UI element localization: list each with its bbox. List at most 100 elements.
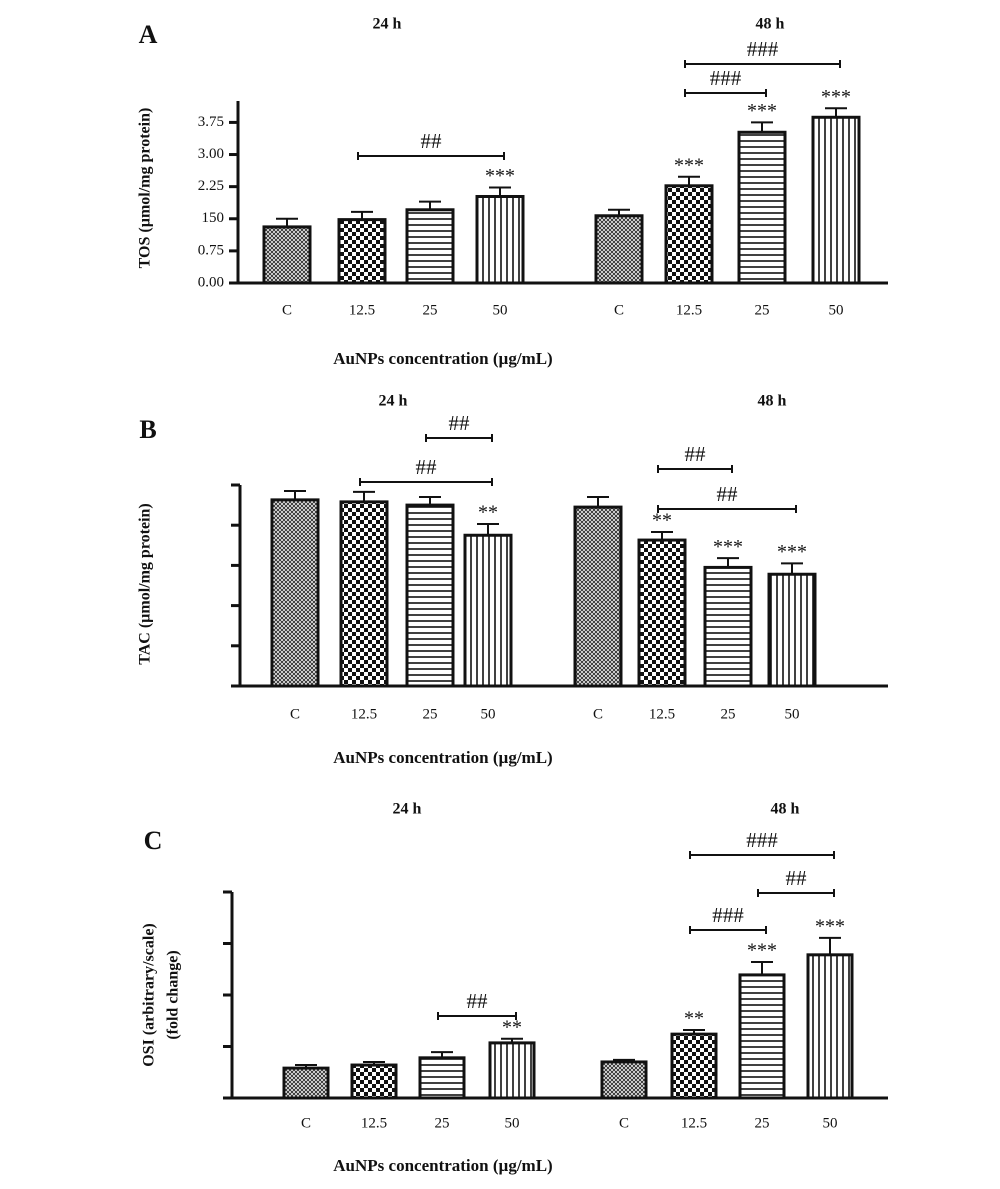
bar [475, 194, 525, 285]
comparison-bracket [757, 889, 835, 897]
x-tick-label: 50 [493, 302, 508, 318]
y-tick-label: 3.00 [198, 146, 224, 162]
x-tick-label: 12.5 [349, 302, 375, 318]
significance-stars: *** [713, 536, 743, 558]
bar [339, 500, 389, 688]
y-axis-label: (fold change) [165, 950, 182, 1039]
comparison-label: ## [416, 455, 438, 479]
x-axis-label: AuNPs concentration (µg/mL) [333, 748, 552, 767]
y-tick-label: 150 [202, 210, 225, 226]
bar [703, 565, 753, 688]
bar [767, 572, 817, 688]
x-axis-label: AuNPs concentration (µg/mL) [333, 1156, 552, 1175]
comparison-bracket [359, 478, 493, 486]
comparison-label: ## [421, 129, 443, 153]
significance-stars: ** [684, 1008, 704, 1030]
bar [337, 218, 387, 285]
bar [600, 1060, 648, 1100]
comparison-label: ### [746, 828, 778, 852]
group-label: 24 h [373, 16, 402, 33]
x-tick-label: 50 [481, 706, 496, 722]
significance-stars: *** [747, 100, 777, 122]
significance-stars: *** [815, 915, 845, 937]
bar [637, 538, 687, 688]
x-tick-label: 12.5 [681, 1115, 707, 1131]
comparison-label: ## [449, 411, 471, 435]
x-tick-label: 50 [785, 706, 800, 722]
comparison-bracket [689, 926, 767, 934]
comparison-label: ### [712, 903, 744, 927]
comparison-bracket [657, 505, 797, 513]
comparison-label: ## [685, 442, 707, 466]
bar [405, 208, 455, 285]
x-tick-label: 12.5 [676, 302, 702, 318]
comparison-bracket [689, 851, 835, 859]
x-tick-label: 12.5 [649, 706, 675, 722]
x-tick-label: 50 [823, 1115, 838, 1131]
y-tick-label: 0.75 [198, 242, 224, 258]
bar [594, 214, 644, 285]
group-label: 48 h [758, 393, 787, 410]
x-axis-label: AuNPs concentration (µg/mL) [333, 349, 552, 368]
y-axis-label: OSI (arbitrary/scale) [141, 923, 158, 1067]
x-tick-label: 50 [829, 302, 844, 318]
x-tick-label: C [619, 1115, 629, 1131]
significance-stars: *** [821, 86, 851, 108]
panel-letter: C [144, 826, 163, 855]
bar [270, 498, 320, 688]
x-tick-label: 25 [435, 1115, 450, 1131]
comparison-label: ## [467, 989, 489, 1013]
bar [737, 130, 787, 285]
bar [573, 505, 623, 688]
comparison-bracket [437, 1012, 517, 1020]
comparison-label: ## [786, 866, 808, 890]
comparison-bracket [684, 89, 767, 97]
bar [670, 1032, 718, 1100]
panel-letter: A [139, 20, 158, 49]
x-tick-label: C [614, 302, 624, 318]
y-axis-label: TAC (µmol/mg protein) [137, 503, 154, 665]
x-tick-label: 25 [721, 706, 736, 722]
y-tick-label: 0.00 [198, 274, 224, 290]
x-tick-label: C [301, 1115, 311, 1131]
x-tick-label: C [282, 302, 292, 318]
y-tick-label: 3.75 [198, 114, 224, 130]
comparison-bracket [425, 434, 493, 442]
comparison-label: ### [747, 37, 779, 61]
significance-stars: ** [502, 1016, 522, 1038]
bar [262, 225, 312, 285]
comparison-bracket [357, 152, 505, 160]
group-label: 48 h [756, 16, 785, 33]
x-tick-label: 25 [423, 706, 438, 722]
x-tick-label: 25 [755, 302, 770, 318]
significance-stars: *** [747, 940, 777, 962]
group-label: 24 h [379, 393, 408, 410]
x-tick-label: 50 [505, 1115, 520, 1131]
bar [806, 953, 854, 1100]
significance-stars: *** [674, 154, 704, 176]
bar [488, 1041, 536, 1100]
x-tick-label: 12.5 [361, 1115, 387, 1131]
x-tick-label: C [290, 706, 300, 722]
significance-stars: *** [777, 541, 807, 563]
significance-stars: ** [652, 510, 672, 532]
comparison-label: ### [710, 66, 742, 90]
x-tick-label: 25 [755, 1115, 770, 1131]
bar [664, 184, 714, 285]
y-axis-label: TOS (µmol/mg protein) [137, 108, 154, 269]
bar [463, 533, 513, 688]
bar [418, 1056, 466, 1100]
bar [811, 115, 861, 285]
bar [738, 973, 786, 1100]
x-tick-label: C [593, 706, 603, 722]
significance-stars: ** [478, 502, 498, 524]
bar [282, 1066, 330, 1100]
group-label: 48 h [771, 801, 800, 818]
bar [350, 1063, 398, 1100]
comparison-bracket [657, 465, 733, 473]
x-tick-label: 12.5 [351, 706, 377, 722]
panel-letter: B [139, 415, 156, 444]
x-tick-label: 25 [423, 302, 438, 318]
